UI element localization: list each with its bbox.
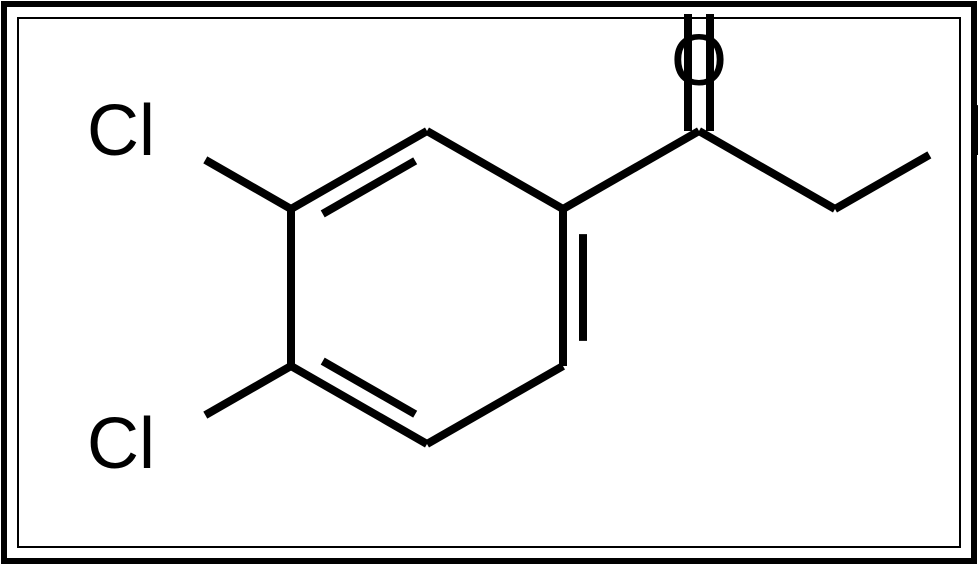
atom-o: O xyxy=(671,21,727,101)
bond xyxy=(699,131,835,209)
bond xyxy=(205,366,291,415)
atom-cl: Cl xyxy=(87,91,155,171)
bond xyxy=(563,131,699,209)
bond xyxy=(205,160,291,209)
atom-br: Br xyxy=(971,91,978,171)
bond xyxy=(835,155,929,209)
inner-frame xyxy=(18,18,960,547)
bond xyxy=(427,366,563,444)
chemical-structure-svg: Cl Cl O Br xyxy=(0,0,978,565)
atom-cl: Cl xyxy=(87,404,155,484)
bond xyxy=(427,131,563,209)
